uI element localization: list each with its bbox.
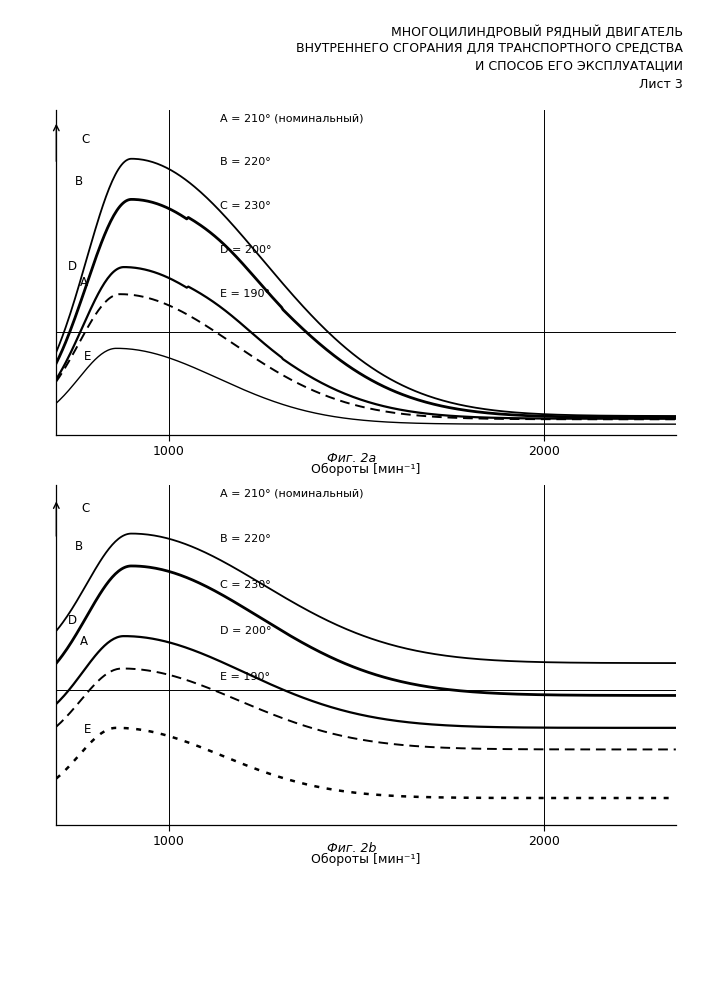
X-axis label: Обороты [мин⁻¹]: Обороты [мин⁻¹] xyxy=(311,463,421,476)
Text: D = 200°: D = 200° xyxy=(220,245,272,255)
Text: E = 190°: E = 190° xyxy=(220,672,270,682)
Text: E = 190°: E = 190° xyxy=(220,289,270,299)
Text: C: C xyxy=(81,133,89,146)
Text: E: E xyxy=(84,351,92,363)
X-axis label: Обороты [мин⁻¹]: Обороты [мин⁻¹] xyxy=(311,853,421,866)
Text: A = 210° (номинальный): A = 210° (номинальный) xyxy=(220,113,364,123)
Text: A: A xyxy=(80,635,88,648)
Text: D: D xyxy=(68,614,77,628)
Text: ВНУТРЕННЕГО СГОРАНИЯ ДЛЯ ТРАНСПОРТНОГО СРЕДСТВА: ВНУТРЕННЕГО СГОРАНИЯ ДЛЯ ТРАНСПОРТНОГО С… xyxy=(296,42,683,55)
Text: Фиг. 2b: Фиг. 2b xyxy=(327,842,377,855)
Text: C = 230°: C = 230° xyxy=(220,580,271,590)
Text: И СПОСОБ ЕГО ЭКСПЛУАТАЦИИ: И СПОСОБ ЕГО ЭКСПЛУАТАЦИИ xyxy=(475,59,683,72)
Text: B: B xyxy=(75,175,83,188)
Text: E: E xyxy=(84,723,92,736)
Text: МНОГОЦИЛИНДРОВЫЙ РЯДНЫЙ ДВИГАТЕЛЬ: МНОГОЦИЛИНДРОВЫЙ РЯДНЫЙ ДВИГАТЕЛЬ xyxy=(391,25,683,39)
Text: D: D xyxy=(68,259,77,272)
Text: Лист 3: Лист 3 xyxy=(639,78,683,91)
Text: A: A xyxy=(80,276,88,289)
Text: B: B xyxy=(75,540,83,553)
Text: D = 200°: D = 200° xyxy=(220,626,272,636)
Text: C = 230°: C = 230° xyxy=(220,201,271,211)
Text: A = 210° (номинальный): A = 210° (номинальный) xyxy=(220,488,364,498)
Text: C: C xyxy=(81,502,89,515)
Text: B = 220°: B = 220° xyxy=(220,157,271,167)
Text: B = 220°: B = 220° xyxy=(220,534,271,544)
Text: Фиг. 2а: Фиг. 2а xyxy=(327,452,377,465)
